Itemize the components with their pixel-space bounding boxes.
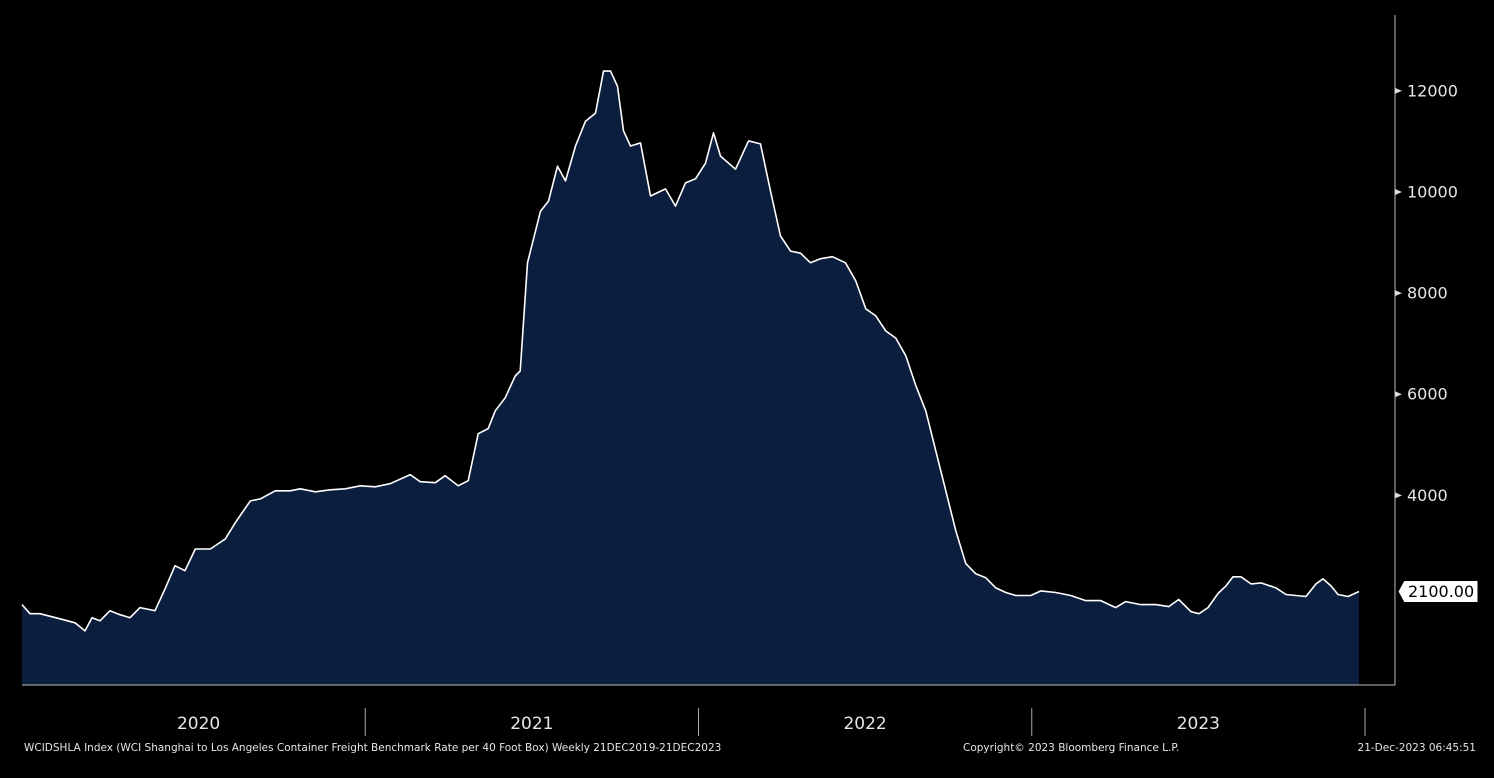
y-tick-label: 4000 [1407,486,1448,505]
y-tick-mark [1395,290,1402,297]
area [22,71,1359,686]
y-tick-mark [1395,492,1402,499]
y-tick-label: 12000 [1407,81,1458,100]
x-tick-label: 2022 [843,714,886,734]
last-value-label: 2100.00 [1408,582,1474,601]
y-tick-mark [1395,391,1402,398]
last-value-box [1397,579,1479,603]
line [21,70,1360,632]
x-tick-label: 2021 [510,714,553,734]
y-tick-mark [1395,188,1402,195]
y-tick-label: 10000 [1407,182,1458,201]
footer-left: WCIDSHLA Index (WCI Shanghai to Los Ange… [24,742,721,754]
footer-center: Copyright© 2023 Bloomberg Finance L.P. [963,742,1179,754]
y-tick-label: 8000 [1407,284,1448,303]
x-tick-label: 2020 [177,714,220,734]
y-tick-label: 6000 [1407,385,1448,404]
footer-right: 21-Dec-2023 06:45:51 [1358,742,1476,754]
y-tick-mark [1395,87,1402,94]
x-tick-label: 2023 [1177,714,1220,734]
